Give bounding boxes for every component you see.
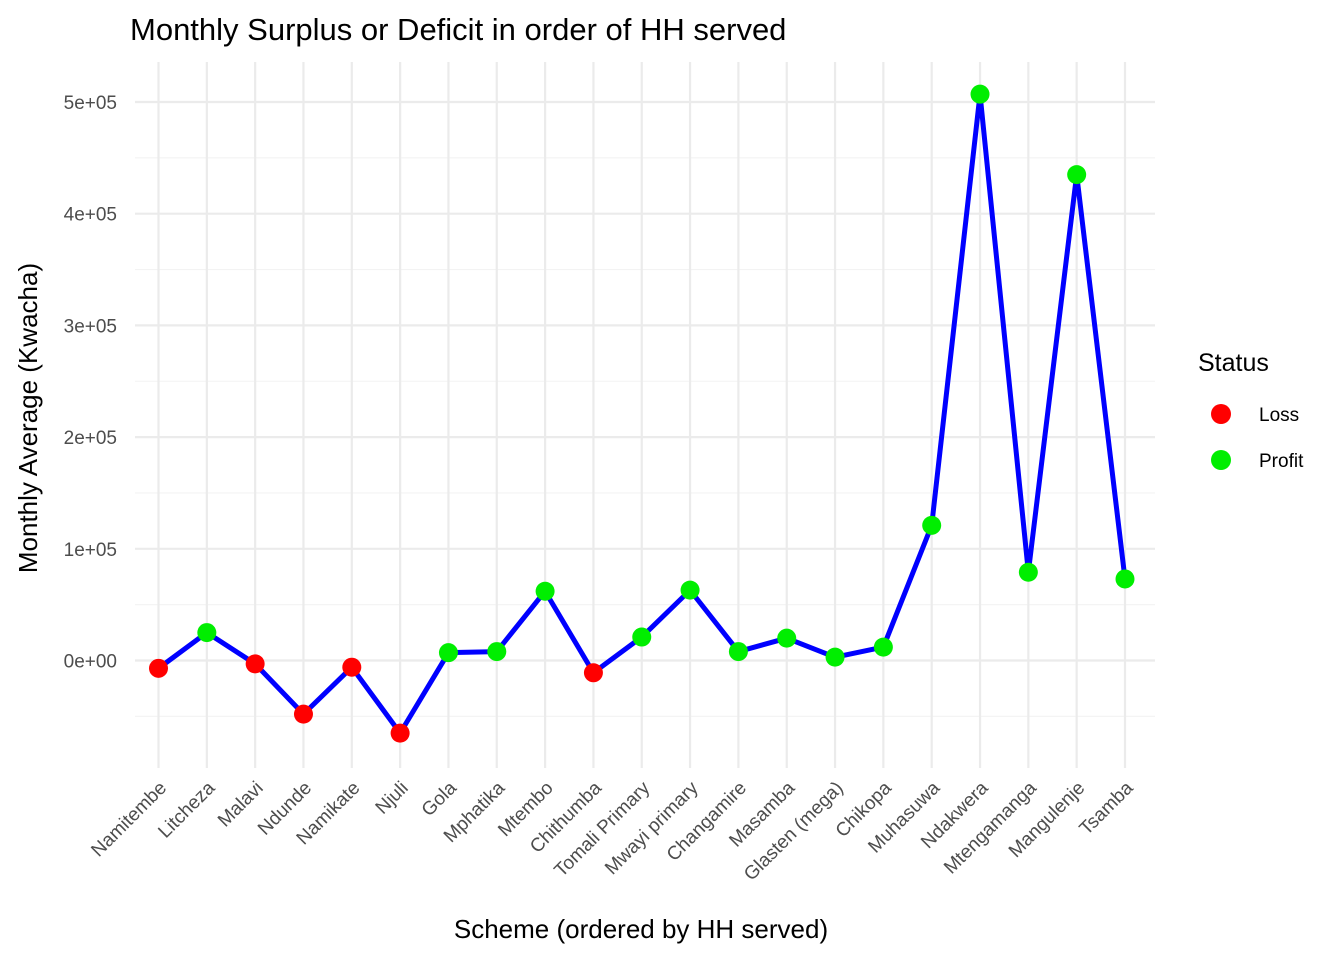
data-point-tomali-primary xyxy=(632,627,652,647)
y-axis-ticks: 0e+00 1e+05 2e+05 3e+05 4e+05 5e+05 xyxy=(64,93,117,673)
data-point-changamire xyxy=(728,642,748,662)
data-point-chikopa xyxy=(873,637,893,657)
data-point-malavi xyxy=(245,654,265,674)
data-point-mtembo xyxy=(535,581,555,601)
y-axis-title: Monthly Average (Kwacha) xyxy=(13,263,43,573)
legend-label-loss: Loss xyxy=(1259,405,1299,426)
x-tick-label: Gola xyxy=(418,777,462,821)
data-point-chithumba xyxy=(583,663,603,683)
x-tick-label: Namitembe xyxy=(87,778,171,862)
x-tick-label: Njuli xyxy=(372,778,413,819)
data-point-mwayi-primary xyxy=(680,580,700,600)
y-tick-label: 4e+05 xyxy=(64,205,117,226)
data-point-ndunde xyxy=(293,704,313,724)
legend-label-profit: Profit xyxy=(1259,451,1304,472)
legend: Status Loss Profit xyxy=(1198,349,1304,472)
data-points xyxy=(149,84,1135,743)
legend-key-loss xyxy=(1211,404,1231,424)
legend-key-profit xyxy=(1211,450,1231,470)
legend-title: Status xyxy=(1198,349,1269,377)
data-point-glasten-mega- xyxy=(825,647,845,667)
data-point-mangulenje xyxy=(1067,165,1087,185)
grid xyxy=(135,62,1155,768)
data-point-ndakwera xyxy=(970,84,990,104)
data-point-mtengamanga xyxy=(1018,562,1038,582)
chart-title: Monthly Surplus or Deficit in order of H… xyxy=(130,12,786,47)
y-tick-label: 1e+05 xyxy=(64,540,117,561)
data-point-muhasuwa xyxy=(922,515,942,535)
data-point-gola xyxy=(438,643,458,663)
data-point-namitembe xyxy=(149,658,168,678)
data-point-mphatika xyxy=(487,642,507,662)
y-tick-label: 2e+05 xyxy=(64,428,117,449)
data-point-njuli xyxy=(390,723,410,743)
y-tick-label: 5e+05 xyxy=(64,93,117,114)
data-point-tsamba xyxy=(1115,569,1135,589)
data-point-masamba xyxy=(777,628,797,648)
legend-entries: Loss Profit xyxy=(1211,404,1304,472)
data-point-namikate xyxy=(342,657,362,677)
y-tick-label: 0e+00 xyxy=(64,652,117,673)
x-tick-label: Tsamba xyxy=(1076,777,1138,839)
data-point-litcheza xyxy=(197,623,217,643)
y-tick-label: 3e+05 xyxy=(64,316,117,337)
x-axis-title: Scheme (ordered by HH served) xyxy=(454,914,828,944)
